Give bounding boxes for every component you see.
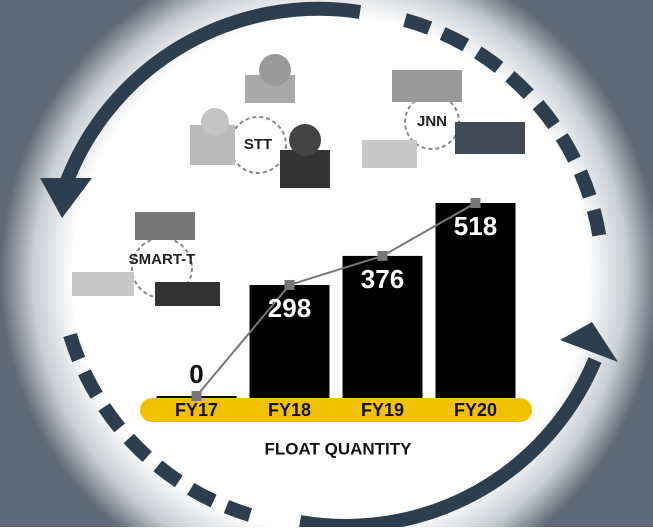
annotation: STT [244, 136, 272, 153]
marker [192, 391, 202, 401]
value-label: 518 [454, 211, 497, 241]
x-tick-label: FY19 [361, 400, 404, 420]
value-label: 298 [268, 293, 311, 323]
x-tick-label: FY20 [454, 400, 497, 420]
x-tick-label: FY17 [175, 400, 218, 420]
marker [285, 280, 295, 290]
annotation: SMART-T [129, 251, 196, 268]
annotation: JNN [417, 113, 447, 130]
marker [471, 198, 481, 208]
x-axis-label: FLOAT QUANTITY [265, 439, 413, 458]
value-label: 0 [189, 359, 203, 389]
page: STT JNN SMART-T FLOAT QUANTITY FY17 FY18 F… [0, 0, 653, 532]
marker [378, 251, 388, 261]
x-tick-label: FY18 [268, 400, 311, 420]
chart: STT JNN SMART-T FLOAT QUANTITY FY17 FY18 F… [0, 0, 653, 527]
value-label: 376 [361, 264, 404, 294]
